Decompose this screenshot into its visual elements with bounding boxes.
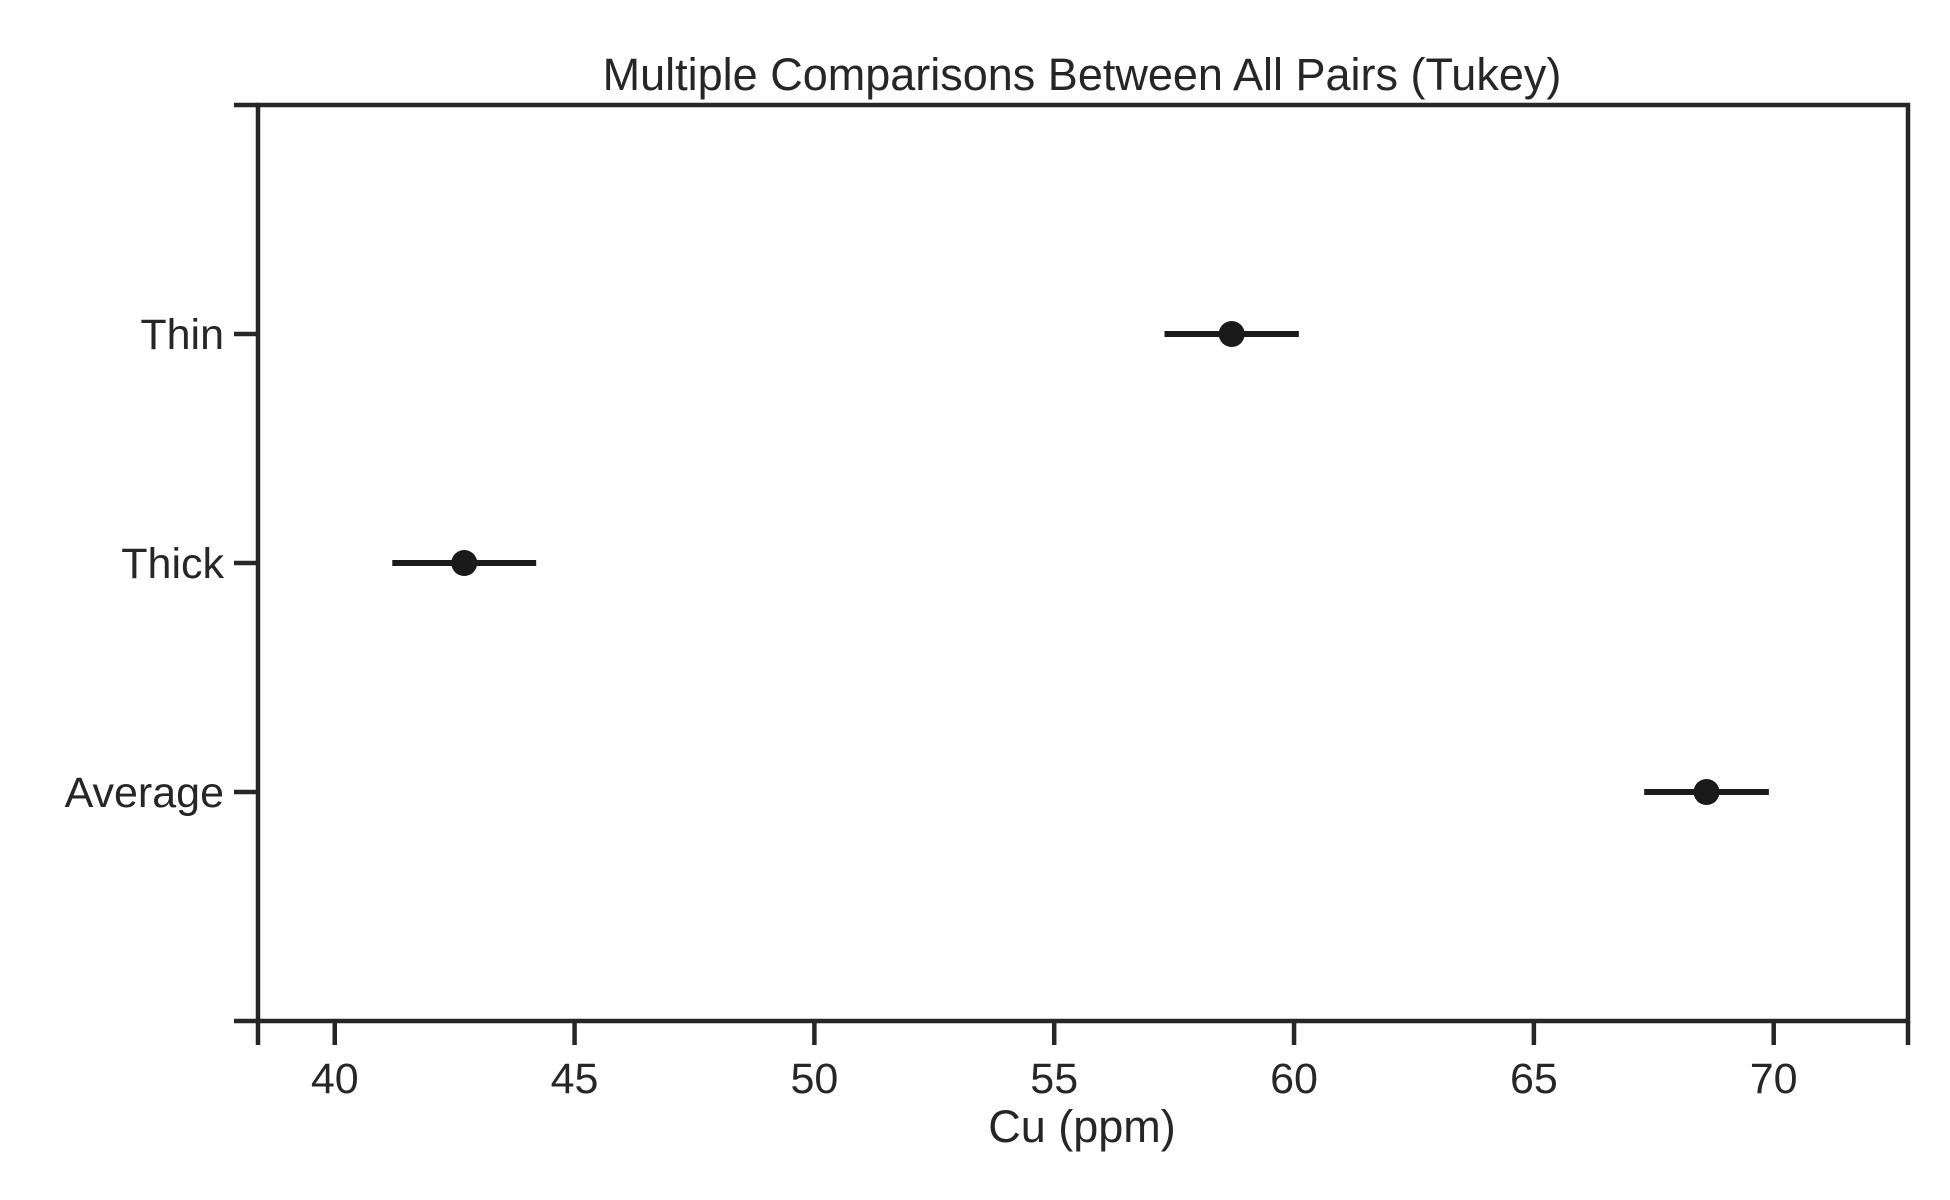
- x-tick-label: 40: [311, 1055, 359, 1103]
- mean-point: [1218, 321, 1245, 347]
- chart-title: Multiple Comparisons Between All Pairs (…: [603, 49, 1562, 100]
- x-tick-label: 45: [551, 1055, 599, 1103]
- mean-point: [451, 550, 478, 576]
- x-axis-label: Cu (ppm): [988, 1101, 1176, 1152]
- x-tick-label: 70: [1750, 1055, 1798, 1103]
- mean-point: [1693, 779, 1720, 805]
- y-tick-label: Thick: [121, 540, 224, 588]
- x-tick-label: 55: [1030, 1055, 1078, 1103]
- y-tick-label: Thin: [140, 311, 224, 359]
- x-tick-label: 60: [1270, 1055, 1318, 1103]
- plot-frame: [255, 102, 1911, 1024]
- y-tick-label: Average: [65, 769, 224, 817]
- x-tick-label: 50: [790, 1055, 838, 1103]
- x-tick-label: 65: [1510, 1055, 1558, 1103]
- plot-area: 40 45 50 55 60 65 70 Thin Thick Average: [65, 102, 1911, 1103]
